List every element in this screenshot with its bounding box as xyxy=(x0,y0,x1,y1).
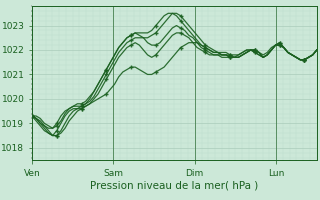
X-axis label: Pression niveau de la mer( hPa ): Pression niveau de la mer( hPa ) xyxy=(90,181,259,191)
